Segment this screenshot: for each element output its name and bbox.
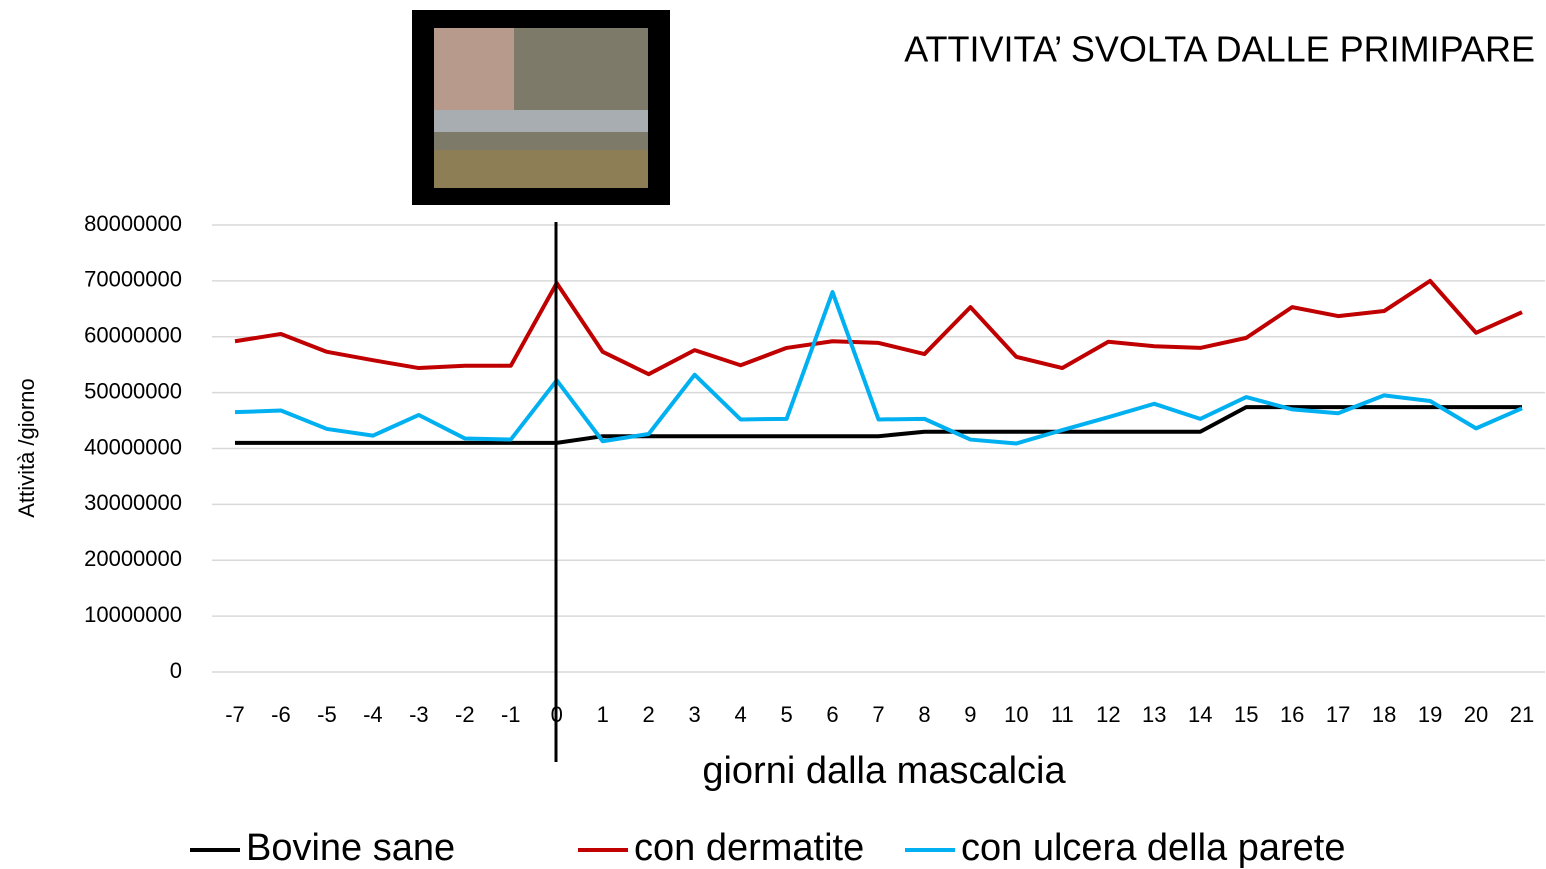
x-tick-label: 5 [780, 702, 792, 727]
x-tick-label: 1 [597, 702, 609, 727]
x-tick-label: 6 [826, 702, 838, 727]
x-tick-label: 19 [1418, 702, 1442, 727]
x-tick-label: -5 [317, 702, 337, 727]
y-tick-label: 50000000 [84, 378, 182, 403]
y-tick-label: 40000000 [84, 434, 182, 459]
x-tick-label: 2 [643, 702, 655, 727]
series-line [234, 278, 1523, 377]
x-tick-label: 8 [918, 702, 930, 727]
chart-title: ATTIVITA’ SVOLTA DALLE PRIMIPARE [904, 29, 1535, 70]
x-tick-label: -6 [271, 702, 291, 727]
y-tick-label: 10000000 [84, 602, 182, 627]
y-tick-label: 0 [170, 658, 182, 683]
photo-detail [434, 110, 648, 132]
x-tick-label: 3 [689, 702, 701, 727]
x-tick-label: -7 [225, 702, 245, 727]
grid: 0 10000000 20000000 30000000 40000000 5000000… [84, 211, 1545, 727]
legend-label: Bovine sane [246, 827, 455, 869]
y-tick-label: 30000000 [84, 490, 182, 515]
x-tick-label: 9 [964, 702, 976, 727]
x-tick-label: -4 [363, 702, 383, 727]
y-axis-title: Attività /giorno [14, 378, 39, 517]
x-tick-label: 4 [734, 702, 746, 727]
x-tick-label: -1 [501, 702, 521, 727]
x-tick-label: 21 [1510, 702, 1534, 727]
x-tick-label: 10 [1004, 702, 1028, 727]
x-tick-label: 14 [1188, 702, 1212, 727]
y-tick-label: 20000000 [84, 546, 182, 571]
x-tick-label: 16 [1280, 702, 1304, 727]
x-tick-label: 20 [1464, 702, 1488, 727]
series-line [234, 405, 1523, 445]
legend-label: con ulcera della parete [961, 827, 1345, 869]
photo-detail [434, 150, 648, 188]
plot [234, 278, 1523, 446]
y-tick-label: 70000000 [84, 267, 182, 292]
y-tick-label: 60000000 [84, 323, 182, 348]
series-line [234, 290, 1523, 446]
y-tick-label: 80000000 [84, 211, 182, 236]
x-tick-label: 11 [1051, 702, 1074, 727]
x-tick-label: -3 [409, 702, 429, 727]
x-axis-title: giorni dalla mascalcia [702, 750, 1066, 792]
x-tick-label: 18 [1372, 702, 1396, 727]
x-tick-label: 13 [1142, 702, 1166, 727]
legend-label: con dermatite [634, 827, 864, 869]
x-tick-label: 17 [1326, 702, 1350, 727]
x-tick-label: 15 [1234, 702, 1258, 727]
x-tick-label: 12 [1096, 702, 1120, 727]
x-tick-label: 7 [872, 702, 884, 727]
x-tick-label: -2 [455, 702, 475, 727]
legend: Bovine sane con dermatite con ulcera della… [190, 827, 1345, 869]
